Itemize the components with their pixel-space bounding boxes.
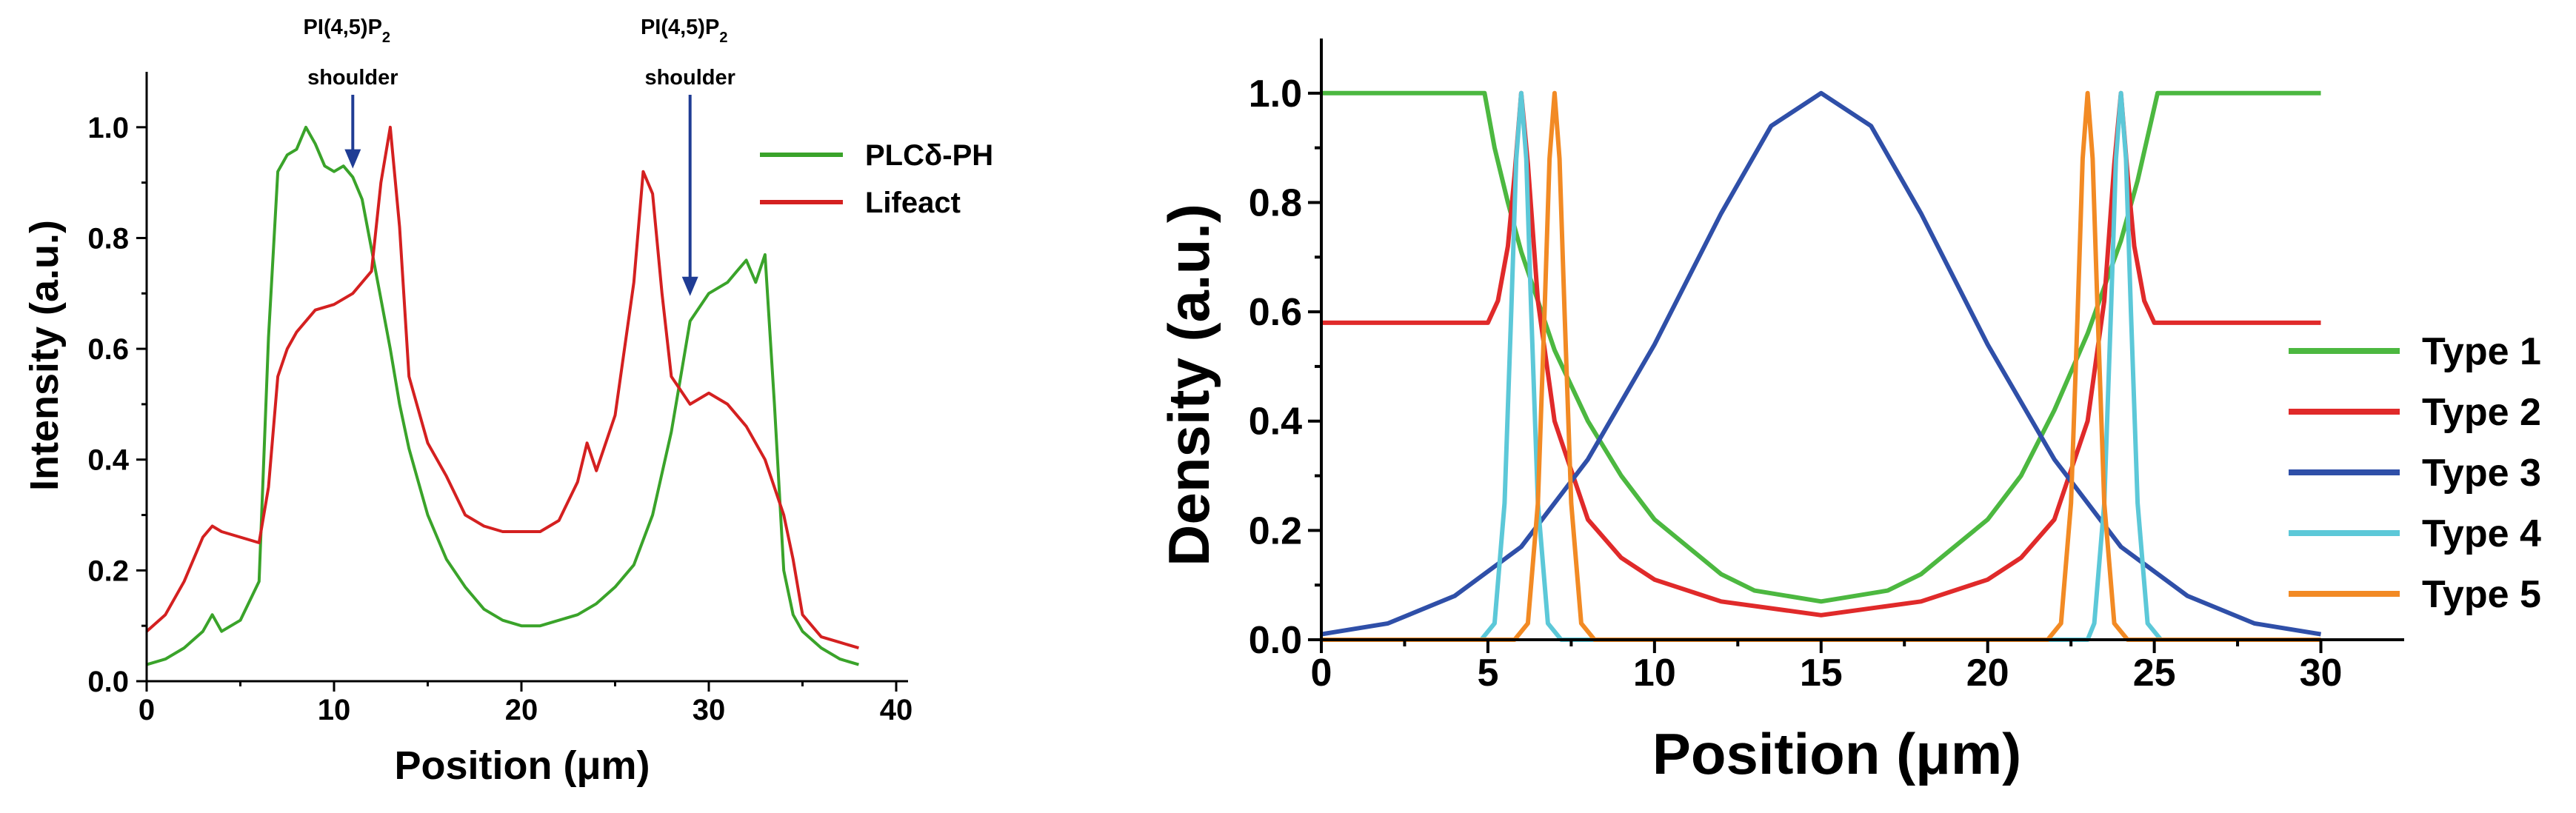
left-series-line-2 <box>145 125 859 650</box>
right-y-tick-label: 1.0 <box>1249 73 1302 116</box>
annotation-label: PI(4,5)P2 <box>304 16 391 46</box>
right-y-tick-label: 0.6 <box>1249 291 1302 334</box>
right-series-group <box>1321 90 2321 642</box>
right-axes: 0 5 10 15 20 25 30 0.0 0.2 0.4 0.6 0.8 1.0 <box>1249 39 2404 695</box>
left-x-tick-label: 20 <box>505 694 538 726</box>
right-legend-label-2: Type 2 <box>2422 391 2541 434</box>
right-y-tick-label: 0.0 <box>1249 619 1302 662</box>
left-x-tick-label: 30 <box>693 694 726 726</box>
left-axes: 0 10 20 30 40 0.0 0.2 0.4 0.6 0.8 1.0 <box>87 72 912 726</box>
left-y-tick-label: 0.2 <box>87 555 129 587</box>
annotation-arrow-head <box>344 149 361 169</box>
left-series-line-1 <box>146 125 859 666</box>
left-annotations: PI(4,5)P2 shoulder PI(4,5)P2 shoulder <box>304 16 735 296</box>
left-y-tick-label: 1.0 <box>87 112 129 144</box>
annotation-label-shoulder: shoulder <box>307 66 398 90</box>
left-x-tick-label: 10 <box>318 694 351 726</box>
left-chart-panel: 0 10 20 30 40 0.0 0.2 0.4 0.6 0.8 1.0 PI(4,5)P2 sho… <box>22 16 993 788</box>
right-chart-panel: 0 5 10 15 20 25 300.00.20.40.60.81.0 Type 1Typ… <box>1156 39 2541 786</box>
right-series-line-3 <box>1321 90 2321 637</box>
left-legend-label-1: PLCδ-PH <box>865 139 993 172</box>
left-y-tick-label: 0.4 <box>87 444 129 477</box>
annotation-arrow-head <box>681 276 698 296</box>
right-legend-label-4: Type 4 <box>2422 512 2541 555</box>
right-y-tick-label: 0.8 <box>1249 181 1302 224</box>
right-y-tick-label: 0.2 <box>1249 509 1302 552</box>
left-legend-label-2: Lifeact <box>865 187 961 219</box>
left-y-axis-title: Intensity (a.u.) <box>22 220 67 491</box>
left-series-group <box>145 125 859 666</box>
left-y-tick-label: 0.8 <box>87 222 129 255</box>
right-x-tick-label: 20 <box>1966 652 2009 695</box>
left-legend: PLCδ-PH Lifeact <box>760 139 993 219</box>
right-x-tick-label: 25 <box>2133 652 2176 695</box>
right-series-line-1 <box>1321 90 2321 604</box>
right-x-tick-label: 5 <box>1477 652 1498 695</box>
left-y-tick-label: 0.0 <box>87 666 129 698</box>
annotation-label: PI(4,5)P2 <box>641 16 727 46</box>
right-x-axis-title: Position (μm) <box>1652 721 2021 786</box>
right-x-tick-label: 0 <box>1311 652 1332 695</box>
right-y-axis-title: Density (a.u.) <box>1156 204 1221 566</box>
right-series-line-2 <box>1321 90 2321 618</box>
right-legend-label-3: Type 3 <box>2422 452 2541 495</box>
left-x-tick-label: 0 <box>139 694 155 726</box>
annotation-label-shoulder: shoulder <box>644 66 735 90</box>
right-y-tick-label: 0.4 <box>1249 401 1302 444</box>
right-series-line-4 <box>1321 90 2321 642</box>
right-x-tick-label: 30 <box>2300 652 2343 695</box>
right-series-line-5 <box>1321 90 2321 642</box>
right-legend: Type 1 Type 2 Type 3 Type 4 Type 5 <box>2289 330 2541 616</box>
left-x-tick-label: 40 <box>880 694 913 726</box>
right-legend-label-1: Type 1 <box>2422 330 2541 373</box>
right-x-tick-label: 10 <box>1633 652 1676 695</box>
right-legend-label-5: Type 5 <box>2422 573 2541 616</box>
right-x-tick-label: 15 <box>1800 652 1843 695</box>
left-x-axis-title: Position (μm) <box>394 743 650 788</box>
left-y-tick-label: 0.6 <box>87 333 129 366</box>
